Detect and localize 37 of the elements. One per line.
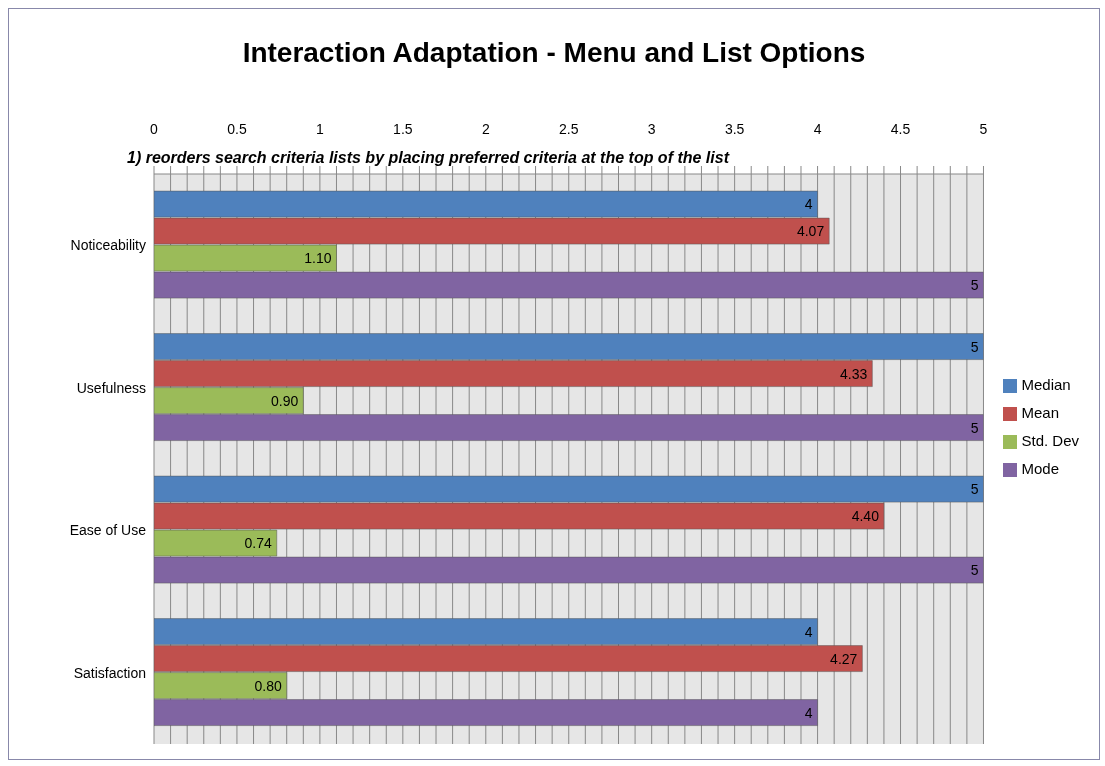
- data-label: 0.80: [254, 677, 282, 694]
- x-tick-label: 4: [813, 121, 822, 137]
- x-tick-label: 4.5: [890, 121, 911, 137]
- y-tick-label: Satisfaction: [73, 664, 146, 681]
- y-tick-label: Noticeability: [70, 237, 146, 254]
- data-label: 4.27: [830, 650, 858, 667]
- legend-label: Median: [1021, 375, 1071, 393]
- data-label: 5: [970, 419, 979, 436]
- y-tick-label: Usefulness: [76, 379, 146, 396]
- x-tick-label: 1.5: [393, 121, 413, 137]
- text: 1) reorders search criteria lists by placing preferred criteria at the top of the list: [127, 149, 729, 167]
- x-tick-label: 0.5: [227, 121, 247, 137]
- legend-label: Std. Dev: [1021, 431, 1079, 449]
- data-label: 4: [804, 623, 813, 640]
- legend-label: Mode: [1021, 459, 1059, 477]
- data-label: 4.07: [796, 223, 825, 240]
- x-tick-label: 2: [481, 121, 490, 137]
- data-label: 4.40: [851, 508, 880, 525]
- data-label: 5: [970, 338, 979, 355]
- x-tick-label: 1: [316, 121, 324, 137]
- x-tick-label: 0: [150, 121, 159, 137]
- x-tick-label: 2.5: [559, 121, 579, 137]
- data-label: 5: [970, 562, 979, 579]
- legend-label: Mean: [1021, 403, 1059, 421]
- data-label: 0.90: [271, 392, 299, 409]
- y-tick-label: Ease of Use: [69, 522, 147, 539]
- data-label: 4: [804, 704, 813, 721]
- data-label: 1.10: [304, 250, 332, 267]
- data-label: 4.33: [840, 365, 868, 382]
- x-tick-label: 5: [979, 121, 988, 137]
- data-label: 5: [970, 277, 979, 294]
- data-label: 0.74: [244, 535, 272, 552]
- chart-title: Interaction Adaptation - Menu and List Options: [241, 37, 867, 69]
- x-tick-label: 3.5: [724, 121, 745, 137]
- x-tick-label: 3: [647, 121, 656, 137]
- data-label: 4: [804, 196, 813, 213]
- data-label: 5: [970, 481, 979, 498]
